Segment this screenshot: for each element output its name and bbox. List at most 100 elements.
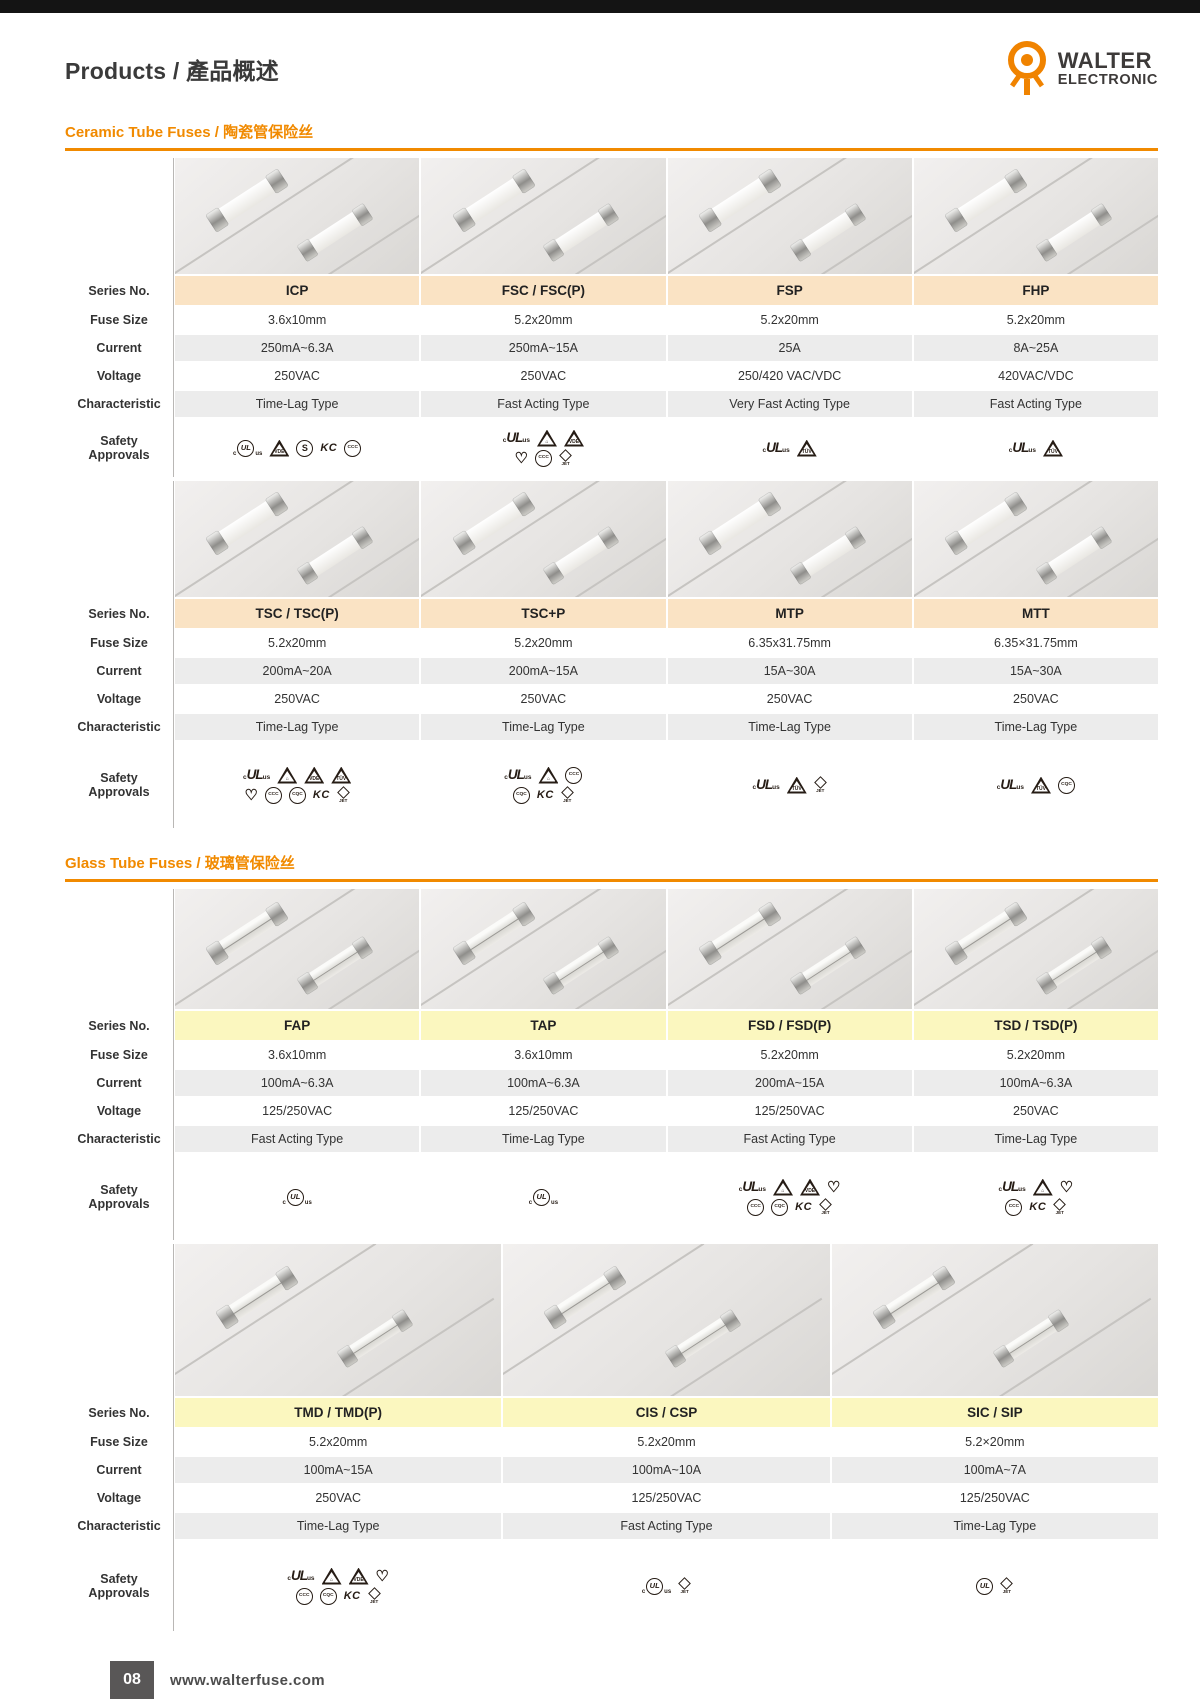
row-label-current: Current xyxy=(65,335,173,361)
jet-diamond xyxy=(819,1197,832,1211)
ceramic-fuse-image xyxy=(698,491,782,557)
vde-triangle-icon: VDE xyxy=(564,430,584,447)
jet-icon: JET xyxy=(367,1586,381,1605)
jet-label: JET xyxy=(339,797,348,803)
fuse-body xyxy=(957,910,1015,956)
row-label-voltage: Voltage xyxy=(65,1098,173,1124)
jet-label: JET xyxy=(563,797,572,803)
cell-voltage: 250VAC xyxy=(913,1098,1158,1124)
cell-safety-approvals: c UL us TÜV xyxy=(913,419,1158,477)
cell-fuse-size: 5.2x20mm xyxy=(503,1429,830,1455)
logo-ring xyxy=(1007,41,1046,79)
ul-prefix: c xyxy=(502,437,507,445)
series-name: FAP xyxy=(175,1011,420,1040)
cULus-icon: c UL us xyxy=(999,1180,1026,1194)
page-title-sep: / xyxy=(166,58,187,84)
fuse-body xyxy=(557,1274,614,1320)
logo-leg-left xyxy=(1009,74,1021,88)
cell-voltage: 250/420 VAC/VDC xyxy=(667,363,912,389)
section-title-glass: Glass Tube Fuses / 玻璃管保险丝 xyxy=(65,855,295,872)
section-title-ceramic: Ceramic Tube Fuses / 陶瓷管保险丝 xyxy=(65,124,314,141)
fuse-body xyxy=(229,1274,286,1320)
jet-icon: JET xyxy=(336,785,350,804)
ul-suffix: us xyxy=(523,774,532,782)
ul-prefix: c xyxy=(738,1186,743,1194)
ul-prefix: c xyxy=(998,1186,1003,1194)
photo-row-spacer xyxy=(65,158,173,274)
website-link[interactable]: www.walterfuse.com xyxy=(170,1671,326,1689)
series-name: TAP xyxy=(421,1011,666,1040)
jet-diamond xyxy=(1000,1576,1014,1590)
fuse-body xyxy=(465,178,522,224)
cell-voltage: 250VAC xyxy=(421,686,666,712)
fuse-body xyxy=(711,178,768,224)
fuse-body xyxy=(219,178,276,224)
pse-icon: ♡ xyxy=(1059,1178,1074,1196)
cULus-circle-icon: c UL us xyxy=(642,1577,671,1595)
series-name: TSD / TSD(P) xyxy=(913,1011,1158,1040)
ul-prefix: c xyxy=(752,784,757,792)
ul-suffix: us xyxy=(772,784,780,792)
vde-triangle-icon: VDE xyxy=(800,1179,820,1196)
tuv-house-icon: ⌂ xyxy=(538,767,558,784)
cell-characteristic: Very Fast Acting Type xyxy=(667,391,912,417)
cULus-icon: c UL us xyxy=(763,441,790,455)
fuse-body xyxy=(801,944,854,987)
fuse-filament xyxy=(313,951,358,981)
cULus-icon: c UL us xyxy=(287,1569,314,1583)
lead-wire xyxy=(291,1297,494,1396)
triangle-label: TÜV xyxy=(336,775,347,782)
page-number-badge: 08 xyxy=(110,1661,154,1699)
triangle-label: VDE xyxy=(568,438,580,445)
jet-label: JET xyxy=(561,460,570,466)
cell-characteristic: Fast Acting Type xyxy=(667,1126,912,1152)
jet-label: JET xyxy=(369,1598,379,1604)
triangle-label: ⌂ xyxy=(546,775,550,782)
lead-wire xyxy=(620,1297,823,1396)
photo-row-spacer xyxy=(65,1244,173,1396)
cell-current: 100mA~15A xyxy=(175,1457,502,1483)
logo-stem xyxy=(1023,79,1030,95)
pse-icon: ♡ xyxy=(375,1567,389,1585)
ccc-icon: CCC xyxy=(295,1587,313,1605)
triangle-label: ⌂ xyxy=(285,775,289,782)
section-rule-glass xyxy=(65,879,1158,882)
cell-voltage: 250VAC xyxy=(913,686,1158,712)
triangle-label: TÜV xyxy=(1047,448,1058,455)
fuse-table-glass-2: Series No. TMD / TMD(P) CIS / CSP SIC / SIP… xyxy=(65,1244,1158,1631)
ul-prefix: c xyxy=(996,784,1001,792)
fuse-filament xyxy=(353,1324,397,1353)
cell-fuse-size: 3.6x10mm xyxy=(175,1042,420,1068)
cell-fuse-size: 5.2x20mm xyxy=(913,307,1158,333)
cell-voltage: 420VAC/VDC xyxy=(913,363,1158,389)
ul-suffix: us xyxy=(304,1199,312,1206)
row-label-safety-approvals: Safety Approvals xyxy=(65,742,173,828)
product-photo-CIS xyxy=(503,1244,830,1396)
ul-prefix: c xyxy=(233,450,237,457)
fuse-body xyxy=(957,178,1015,224)
section-rule-ceramic xyxy=(65,148,1158,151)
cell-voltage: 250VAC xyxy=(175,363,420,389)
top-black-bar xyxy=(0,0,1200,13)
row-label-series: Series No. xyxy=(65,599,173,628)
fuse-body xyxy=(1048,534,1100,576)
jet-label: JET xyxy=(821,1209,830,1215)
jet-label: JET xyxy=(1055,1209,1064,1215)
ul-prefix: c xyxy=(243,774,247,782)
cULus-circle-icon: c UL us xyxy=(529,1188,558,1206)
cell-voltage: 250VAC xyxy=(421,363,666,389)
cqc-icon: CQC xyxy=(771,1198,789,1216)
ul-suffix: us xyxy=(782,447,790,455)
cell-voltage: 125/250VAC xyxy=(503,1485,830,1511)
fuse-body xyxy=(219,910,276,956)
row-label-current: Current xyxy=(65,1457,173,1483)
cell-safety-approvals: c UL us xyxy=(421,1154,666,1240)
product-photo-TSC+P xyxy=(421,481,666,597)
cell-safety-approvals: c UL us TÜV JET xyxy=(667,742,912,828)
cell-current: 200mA~15A xyxy=(421,658,666,684)
approval-icons-row: c UL us ⌂ CCC xyxy=(504,766,583,784)
cell-characteristic: Time-Lag Type xyxy=(421,714,666,740)
series-name: ICP xyxy=(175,276,420,305)
brand-subname: ELECTRONIC xyxy=(1057,71,1158,88)
cqc-icon: CQC xyxy=(319,1587,337,1605)
